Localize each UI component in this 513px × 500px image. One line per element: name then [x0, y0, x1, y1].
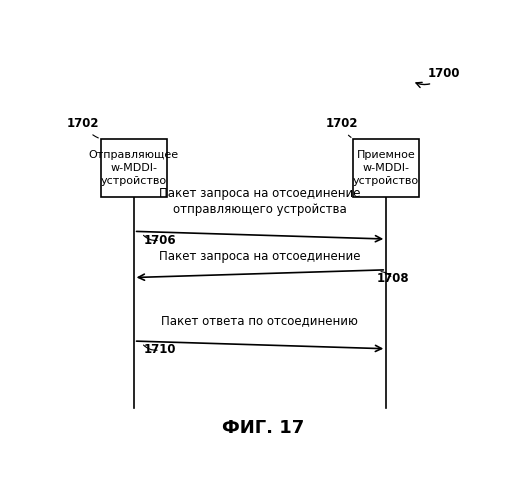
Text: Пакет запроса на отсоединение
отправляющего устройства: Пакет запроса на отсоединение отправляющ… — [159, 187, 361, 216]
Text: Пакет ответа по отсоединению: Пакет ответа по отсоединению — [162, 314, 359, 327]
Bar — [101, 139, 167, 196]
Text: 1702: 1702 — [326, 118, 358, 138]
Text: ФИГ. 17: ФИГ. 17 — [222, 418, 304, 436]
Text: Приемное
w-MDDI-
устройство: Приемное w-MDDI- устройство — [353, 150, 419, 186]
Text: 1710: 1710 — [144, 344, 176, 356]
Text: 1700: 1700 — [416, 68, 460, 87]
Bar — [353, 139, 419, 196]
Text: Отправляющее
w-MDDI-
устройство: Отправляющее w-MDDI- устройство — [89, 150, 179, 186]
Text: 1702: 1702 — [67, 118, 100, 138]
Text: 1708: 1708 — [376, 272, 409, 285]
Text: Пакет запроса на отсоединение: Пакет запроса на отсоединение — [159, 250, 361, 263]
Text: 1706: 1706 — [144, 234, 176, 246]
